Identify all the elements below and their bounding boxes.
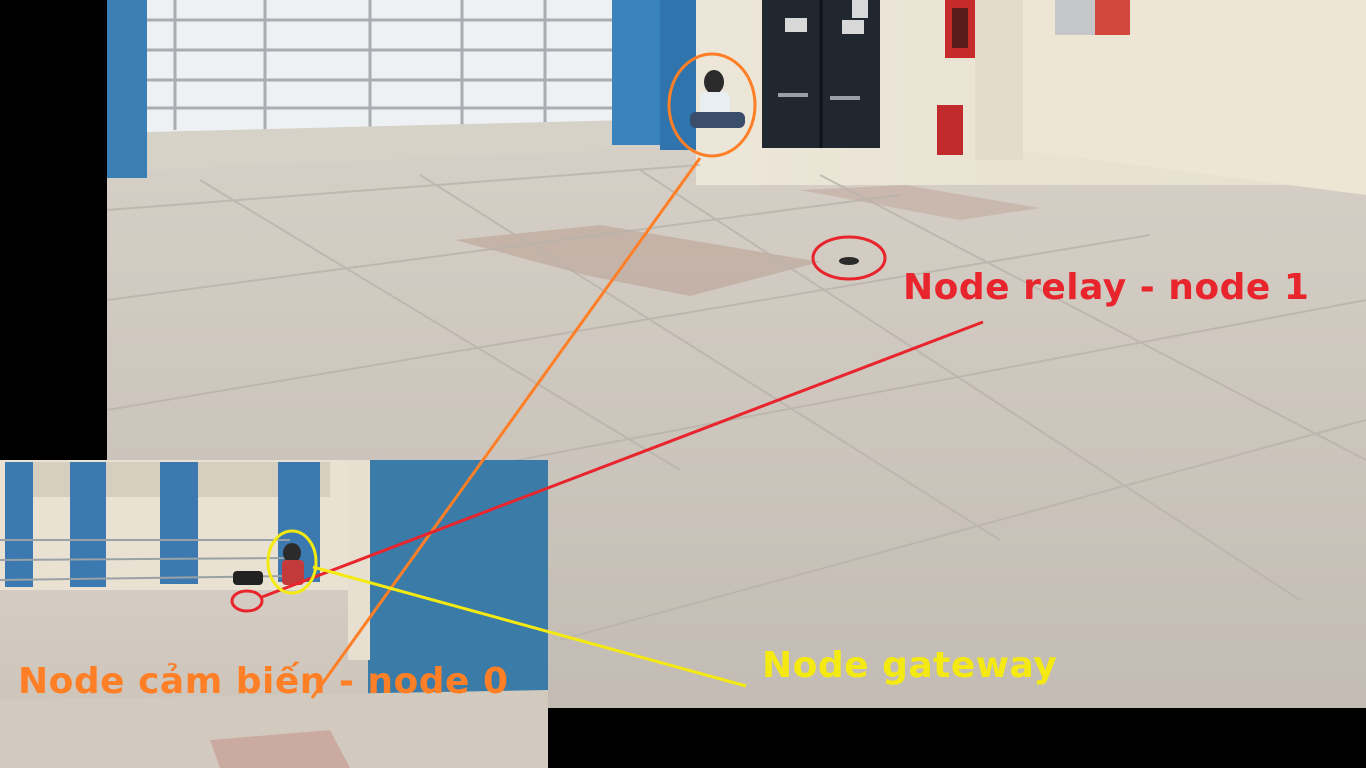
inset-photo	[0, 460, 548, 768]
gateway-node-marker	[266, 529, 318, 595]
main-photo	[106, 0, 1366, 708]
gateway-node-label: Node gateway	[762, 645, 1058, 686]
relay-node-label: Node relay - node 1	[903, 267, 1310, 308]
sensor-node-label: Node cảm biến - node 0	[18, 661, 509, 702]
relay-node-marker	[811, 235, 887, 281]
sensor-node-marker	[667, 52, 757, 158]
annotation-overlay	[230, 52, 984, 699]
gateway-node-pointer	[312, 565, 747, 688]
sensor-node-pointer	[310, 157, 702, 699]
relay-node-pointer	[261, 320, 984, 599]
relay-node-inset-marker	[230, 589, 264, 613]
